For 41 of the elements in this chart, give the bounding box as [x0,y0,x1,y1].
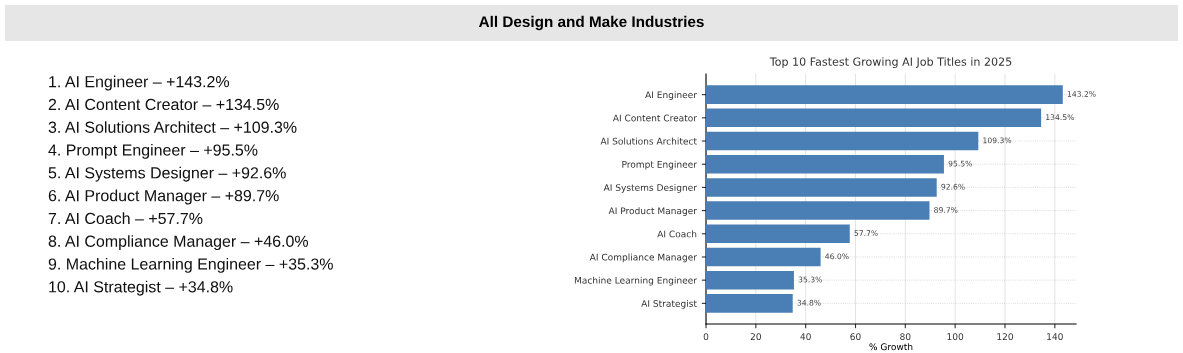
text: 8. AI Compliance Manager – +46.0% [48,235,309,251]
y-tick-label: Prompt Engineer [622,160,697,170]
bar [706,85,1063,104]
text: 2. AI Content Creator – +134.5% [48,98,279,111]
y-tick-label: AI Compliance Manager [589,253,697,263]
y-tick-label: AI Coach [657,230,697,238]
bar [706,247,821,267]
text: 9. Machine Learning Engineer – +35.3% [48,257,333,273]
y-tick-label: AI Product Manager [608,207,697,216]
x-tick-label: 60 [850,333,861,341]
x-tick-label: 140 [1047,333,1063,341]
x-tick-label: 40 [800,333,811,341]
text: 4. Prompt Engineer – +95.5% [48,143,258,159]
bar [706,131,979,151]
bar [706,178,937,197]
text: 10. AI Strategist – +34.8% [49,280,233,296]
y-tick-label: AI Content Creator [612,114,697,122]
text: 6. AI Product Manager – +89.7% [48,189,279,205]
x-tick-label: 0 [703,333,709,341]
chart-title: All Design and Make Industries [478,15,704,31]
x-tick-label: 120 [997,333,1014,341]
y-tick-label: AI Systems Designer [603,183,697,193]
bar [706,224,850,244]
y-tick-label: AI Solutions Architect [600,137,697,145]
text: 1. AI Engineer – +143.2% [49,75,230,91]
text: 7. AI Coach – +57.7% [48,212,203,225]
bar [706,294,793,313]
y-tick-label: AI Strategist [641,299,697,309]
x-tick-label: 100 [947,333,964,341]
bar [706,270,794,290]
text: 3. AI Solutions Architect – +109.3% [48,121,297,133]
x-tick-label: 80 [900,333,911,341]
y-tick-label: Machine Learning Engineer [574,276,697,286]
y-tick-label: AI Engineer [645,91,697,100]
bar [706,201,930,220]
bar [706,154,944,174]
text: 5. AI Systems Designer – +92.6% [48,166,286,182]
chart-subtitle: Top 10 Fastest Growing AI Job Titles in 2025 [769,57,1012,68]
x-tick-label: 20 [750,333,761,341]
bar [706,108,1042,128]
x-axis-title: % Growth [869,343,913,351]
